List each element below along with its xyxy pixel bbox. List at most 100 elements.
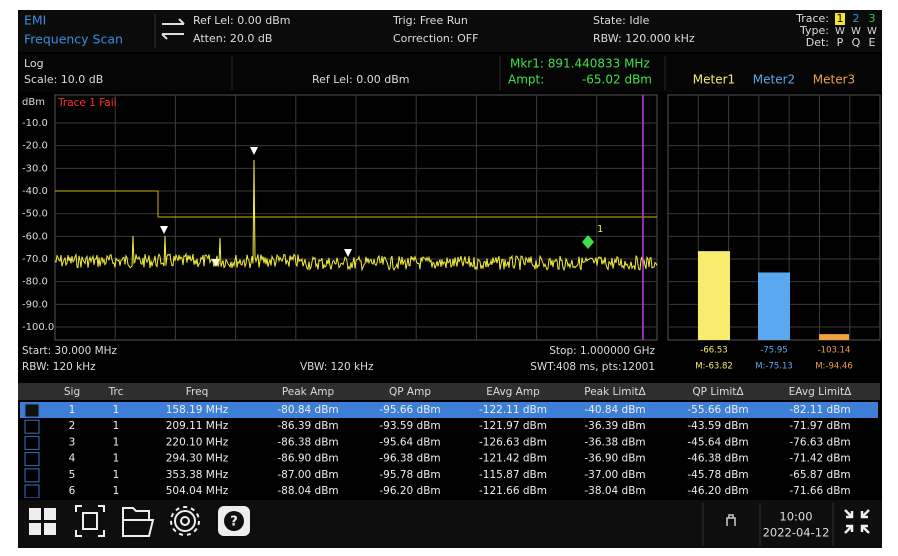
table-cell: -71.42 dBm: [789, 453, 850, 465]
start-freq: Start: 30.000 MHz: [22, 345, 118, 357]
table-cell: -95.64 dBm: [379, 436, 440, 448]
table-cell: -40.84 dBm: [584, 404, 645, 416]
y-unit: dBm: [22, 97, 45, 108]
table-cell: 1: [113, 469, 120, 481]
table-cell: -65.87 dBm: [789, 469, 850, 481]
app-name: EMI: [24, 13, 46, 28]
table-cell: -126.63 dBm: [479, 436, 547, 448]
meter-name: Meter2: [753, 73, 795, 87]
table-cell: 1: [113, 420, 120, 432]
row-checkbox[interactable]: [25, 404, 39, 417]
table-cell: -38.04 dBm: [584, 485, 645, 497]
y-tick-label: -80.0: [22, 277, 48, 288]
table-cell: -87.00 dBm: [277, 469, 338, 481]
column-header: Sig: [64, 386, 80, 398]
trace-number: 3: [869, 12, 876, 25]
selected-row[interactable]: [20, 402, 878, 418]
trace-status: Trace 1 Fail: [57, 97, 117, 109]
marker-freq: Mkr1: 891.440833 MHz: [510, 57, 650, 71]
column-header: Peak LimitΔ: [584, 386, 646, 398]
table-cell: -86.90 dBm: [277, 453, 338, 465]
sweep: SWT:408 ms, pts:12001: [530, 361, 655, 373]
marker-ampt: -65.02 dBm: [582, 73, 652, 87]
y-tick-label: -100.0: [22, 322, 54, 333]
table-cell: 294.30 MHz: [166, 453, 229, 465]
table-cell: -45.78 dBm: [687, 469, 748, 481]
meter-value: -66.53: [700, 346, 727, 356]
ref-level-plot: Ref Lel: 0.00 dBm: [312, 73, 409, 86]
ampt-label: Ampt:: [508, 73, 544, 87]
meter-name: Meter1: [693, 73, 735, 87]
table-cell: -122.11 dBm: [479, 404, 547, 416]
table-cell: 6: [69, 485, 76, 497]
trig: Trig: Free Run: [392, 14, 468, 27]
table-cell: -76.63 dBm: [789, 436, 850, 448]
table-cell: 1: [113, 436, 120, 448]
table-cell: -36.38 dBm: [584, 436, 645, 448]
table-cell: -71.97 dBm: [789, 420, 850, 432]
table-cell: -96.20 dBm: [379, 485, 440, 497]
table-cell: 1: [113, 404, 120, 416]
table-cell: 1: [113, 485, 120, 497]
table-cell: 504.04 MHz: [166, 485, 229, 497]
help-glyph: ?: [230, 515, 238, 530]
y-tick-label: -70.0: [22, 254, 48, 265]
status-bar: [18, 500, 882, 548]
meter-value: -75.95: [760, 346, 787, 356]
table-cell: -86.38 dBm: [277, 436, 338, 448]
meter-bar: [698, 251, 730, 340]
y-tick-label: -40.0: [22, 186, 48, 197]
meter-value: -103.14: [818, 346, 851, 356]
table-cell: 1: [69, 404, 76, 416]
table-cell: -45.64 dBm: [687, 436, 748, 448]
column-header: EAvg Amp: [486, 386, 540, 398]
table-cell: -82.11 dBm: [789, 404, 850, 416]
table-cell: 5: [69, 469, 76, 481]
meter-max: M:-63.82: [695, 362, 733, 372]
mode-name: Frequency Scan: [24, 32, 123, 47]
table-cell: -46.20 dBm: [687, 485, 748, 497]
meter-bar: [758, 272, 790, 340]
scale-mode: Log: [24, 57, 44, 70]
table-cell: -95.66 dBm: [379, 404, 440, 416]
trace-det: E: [869, 36, 876, 49]
column-header: QP Amp: [389, 386, 431, 398]
table-cell: -121.97 dBm: [479, 420, 547, 432]
correction: Correction: OFF: [393, 32, 478, 45]
stop-freq: Stop: 1.000000 GHz: [549, 345, 655, 357]
clock-time: 10:00: [779, 510, 812, 524]
trace-det: Q: [852, 36, 861, 49]
table-cell: 3: [69, 436, 76, 448]
help-icon[interactable]: ?: [218, 506, 250, 536]
table-cell: -88.04 dBm: [277, 485, 338, 497]
table-clip: [18, 498, 882, 500]
table-cell: -36.90 dBm: [584, 453, 645, 465]
y-tick-label: -90.0: [22, 299, 48, 310]
atten: Atten: 20.0 dB: [193, 32, 272, 45]
det-label: Det:: [806, 36, 829, 49]
y-tick-label: -20.0: [22, 141, 48, 152]
y-tick-label: -60.0: [22, 231, 48, 242]
table-cell: -115.87 dBm: [479, 469, 547, 481]
table-cell: 209.11 MHz: [166, 420, 229, 432]
table-cell: -121.42 dBm: [479, 453, 547, 465]
column-header: Freq: [186, 386, 209, 398]
table-cell: 353.38 MHz: [166, 469, 229, 481]
table-cell: -36.39 dBm: [584, 420, 645, 432]
rbw: RBW: 120 kHz: [22, 361, 96, 373]
meter-bar: [819, 334, 849, 340]
table-cell: -121.66 dBm: [479, 485, 547, 497]
rbw-header: RBW: 120.000 kHz: [593, 32, 695, 45]
column-header: Trc: [108, 386, 124, 398]
table-cell: 158.19 MHz: [166, 404, 229, 416]
table-cell: 220.10 MHz: [166, 436, 229, 448]
table-cell: -37.00 dBm: [584, 469, 645, 481]
table-cell: -71.66 dBm: [789, 485, 850, 497]
trace-number: 1: [837, 12, 844, 25]
trace-number: 2: [853, 12, 860, 25]
table-cell: -80.84 dBm: [277, 404, 338, 416]
y-tick-label: -10.0: [22, 118, 48, 129]
meter-max: M:-94.46: [815, 362, 853, 372]
